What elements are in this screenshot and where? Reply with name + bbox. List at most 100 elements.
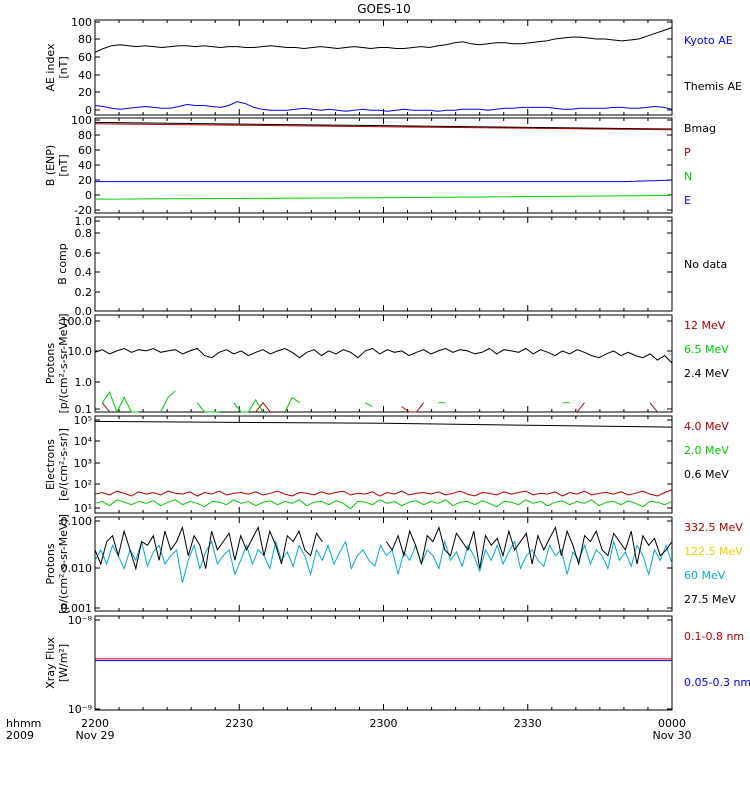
legend-entry: 122.5 MeV xyxy=(684,545,743,558)
y-axis-label: AE index xyxy=(44,43,57,92)
panel-frame xyxy=(94,314,673,413)
panel-protons_high: 0.001 0.010 0.100 Protons [p/(cm²-s-sr-MeV)]… xyxy=(44,514,743,615)
y-tick-label: 10¹ xyxy=(74,502,92,515)
series-line-bmag xyxy=(94,121,673,130)
series-line-12-mev xyxy=(101,401,658,413)
series-line-e xyxy=(95,179,673,183)
legend-entry: 4.0 MeV xyxy=(684,420,729,433)
y-tick-label: 100.0 xyxy=(61,315,93,328)
y-tick-label: 10² xyxy=(74,478,92,491)
y-tick-label: 0.8 xyxy=(75,227,93,240)
y-axis-label: [nT] xyxy=(57,56,70,78)
y-tick-label: 0 xyxy=(85,104,92,117)
y-tick-label: 10⁵ xyxy=(74,414,92,427)
y-axis-label: Electrons xyxy=(44,439,57,490)
x-tick-label: 2200 xyxy=(81,717,109,730)
y-tick-label: 0.001 xyxy=(61,602,93,615)
legend-entry: 6.5 MeV xyxy=(684,343,729,356)
series-line-2-4-mev xyxy=(94,347,673,364)
panel-bfield: -20 0 20 40 60 80 100 B (ENP) [nT] Bmag PNE xyxy=(44,114,716,217)
y-tick-label: 0 xyxy=(85,189,92,202)
y-tick-label: 10.0 xyxy=(68,345,93,358)
panel-xray: 10⁻⁹ 10⁻⁸ Xray Flux [W/m²] 0.1-0.8 nm 0.05-0.… xyxy=(44,614,750,716)
y-tick-label: 40 xyxy=(78,159,92,172)
y-tick-label: 10⁻⁹ xyxy=(68,703,92,716)
series-line-27-5-mev xyxy=(94,525,673,571)
y-axis-label: [p/(cm²-s-sr-MeV)] xyxy=(57,514,70,614)
legend-entry: Themis AE xyxy=(683,80,742,93)
legend-entry: 60 MeV xyxy=(684,569,726,582)
y-tick-label: 10⁴ xyxy=(74,435,93,448)
panel-frame xyxy=(94,216,673,312)
legend-entry: 2.4 MeV xyxy=(684,367,729,380)
x-date-label: Nov 30 xyxy=(653,729,692,742)
y-tick-label: 0.6 xyxy=(75,247,93,260)
legend-entry: 27.5 MeV xyxy=(684,593,736,606)
y-tick-label: 20 xyxy=(78,86,92,99)
y-tick-label: 80 xyxy=(78,129,92,142)
y-axis-label: [nT] xyxy=(57,154,70,176)
panel-bcomp: 0.0 0.2 0.4 0.6 0.81.0 B comp No data xyxy=(56,215,727,318)
y-tick-label: 40 xyxy=(78,69,92,82)
y-axis-label: [p/(cm²-s-sr-MeV)] xyxy=(57,314,70,414)
legend-entry: Kyoto AE xyxy=(684,34,733,47)
y-axis-label: Xray Flux xyxy=(44,637,57,689)
plot-title: GOES-10 xyxy=(357,2,411,16)
y-tick-label: 0.2 xyxy=(75,286,93,299)
legend-entry: 0.6 MeV xyxy=(684,468,729,481)
y-tick-label: 100 xyxy=(71,16,92,29)
series-line-p xyxy=(94,123,673,131)
x-tick-label: 2300 xyxy=(370,717,398,730)
y-tick-label: 0.0 xyxy=(75,305,93,318)
series-line-themis-ae xyxy=(94,27,673,53)
y-axis-label: Protons xyxy=(44,543,57,584)
panel-frame xyxy=(94,516,673,612)
series-line-60-mev xyxy=(94,539,673,583)
legend-entry: 12 MeV xyxy=(684,319,726,332)
x-tick-label: 2330 xyxy=(514,717,542,730)
panel-frame xyxy=(94,615,673,711)
y-tick-label: 80 xyxy=(78,33,92,46)
y-axis-label: [W/m²] xyxy=(57,644,70,682)
legend-entry: 332.5 MeV xyxy=(684,521,743,534)
series-line-2-0-mev xyxy=(94,499,673,510)
series-line-kyoto-ae xyxy=(94,101,673,112)
y-tick-label: 20 xyxy=(78,174,92,187)
legend-entry: N xyxy=(684,170,692,183)
x-date-label: Nov 29 xyxy=(76,729,115,742)
time-label-year: 2009 xyxy=(6,729,34,742)
panel-frame xyxy=(94,415,673,514)
y-axis-label: Protons xyxy=(44,343,57,384)
y-tick-label: 0.010 xyxy=(61,562,93,575)
y-tick-label: 10³ xyxy=(74,457,92,470)
legend-entry: Bmag xyxy=(684,122,716,135)
y-tick-label: 10⁻⁸ xyxy=(68,614,93,627)
y-axis-label: B (ENP) xyxy=(44,145,57,186)
legend-entry: 0.1-0.8 nm xyxy=(684,630,744,643)
y-tick-label: -20 xyxy=(74,204,92,217)
series-line-n xyxy=(94,195,673,200)
y-tick-label: 0.4 xyxy=(75,266,93,279)
y-tick-label: 1.0 xyxy=(75,376,93,389)
legend-entry: E xyxy=(684,194,691,207)
x-tick-label: 0000 xyxy=(658,717,686,730)
panel-frame xyxy=(94,19,673,116)
x-tick-label: 2230 xyxy=(225,717,253,730)
time-axis: hhmm 2009 2200 2230 2300 2330 0000 Nov 29 Nov … xyxy=(6,717,691,742)
y-axis-label: B comp xyxy=(56,243,69,285)
panel-protons_low: 0.1 1.0 10.0 100.0 Protons [p/(cm²-s-sr-MeV)]… xyxy=(44,314,729,417)
y-tick-label: 1.0 xyxy=(75,215,93,228)
time-label-hhmm: hhmm xyxy=(6,717,41,730)
legend-entry: No data xyxy=(684,258,727,271)
panel-electrons: 10¹ 10² 10³ 10⁴ 10⁵ Electrons [e/(cm²-s-sr)] 4.… xyxy=(44,414,729,515)
y-tick-label: 60 xyxy=(78,144,92,157)
y-tick-label: 0.100 xyxy=(61,515,93,528)
series-line-0-6-mev xyxy=(94,420,673,428)
y-tick-label: 0.1 xyxy=(75,403,93,416)
y-tick-label: 100 xyxy=(71,114,92,127)
legend-entry: 0.05-0.3 nm xyxy=(684,676,750,689)
legend-entry: 2.0 MeV xyxy=(684,444,729,457)
legend-entry: P xyxy=(684,146,691,159)
